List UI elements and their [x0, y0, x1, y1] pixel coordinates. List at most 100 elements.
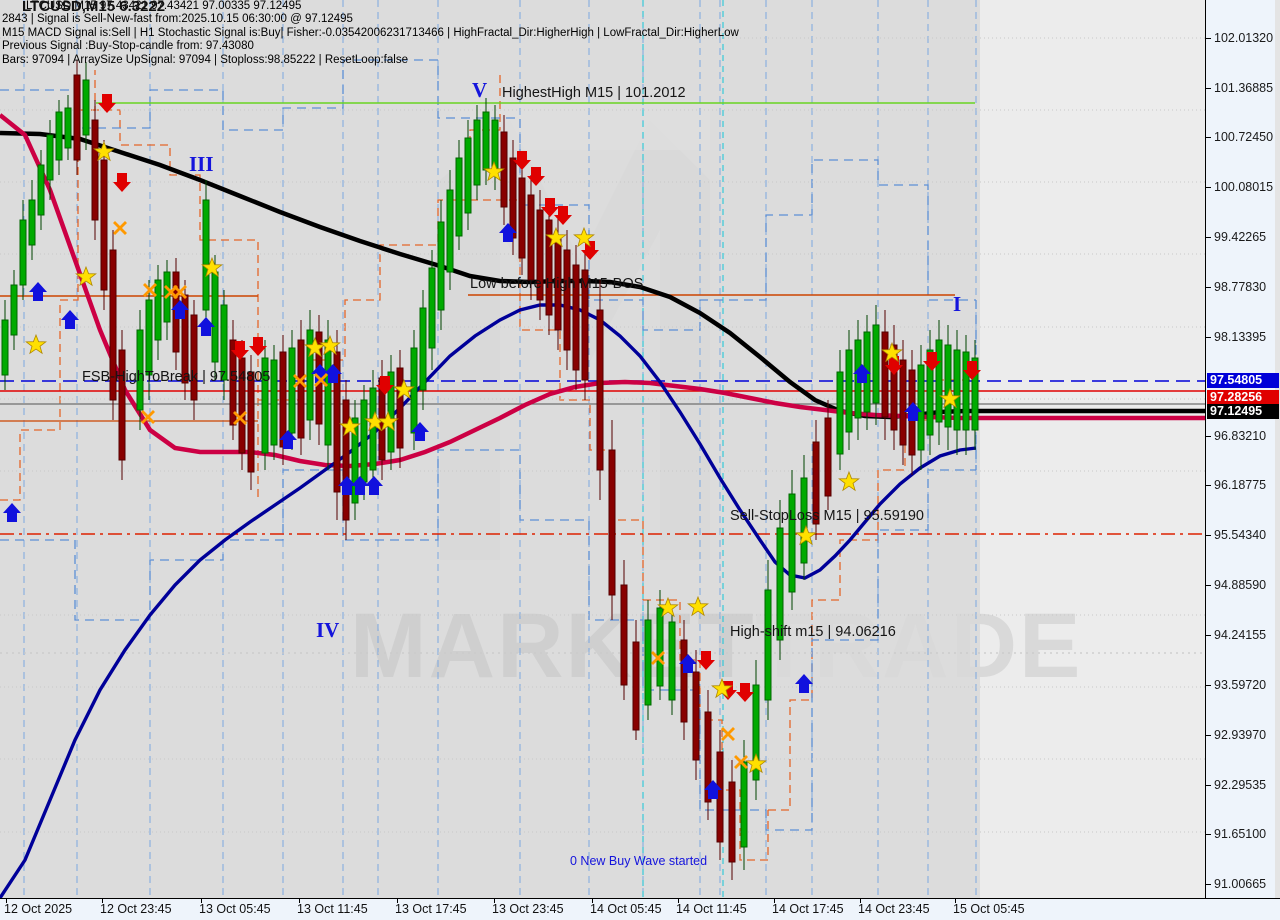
tick-mark [1206, 585, 1211, 587]
time-tick-mark-5 [494, 899, 495, 903]
sell-stoploss-label: Sell-StopLoss M15 | 95.59190 [730, 508, 925, 524]
time-tick-label-3: 13 Oct 11:45 [297, 902, 368, 916]
price-tick-13: 92.93970 [1206, 728, 1280, 742]
price-tick-label: 96.83210 [1214, 428, 1267, 443]
price-tick-label: 91.00665 [1214, 877, 1267, 891]
price-tick-label: 98.13395 [1214, 329, 1267, 344]
price-tick-label: 91.65100 [1214, 827, 1267, 842]
info-line-1: LTCUSD,M15 97.43421 97.43421 97.00335 97… [26, 0, 302, 12]
price-tick-label: 99.42265 [1214, 230, 1267, 245]
price-tick-10: 94.88590 [1206, 578, 1280, 592]
time-tick-mark-2 [201, 899, 202, 903]
price-tick-label: 100.72450 [1214, 130, 1274, 145]
price-tick-label: 96.18775 [1214, 478, 1267, 493]
time-tick-label-7: 14 Oct 11:45 [676, 902, 747, 916]
sell-arrow-markers [98, 94, 981, 702]
star-markers [25, 141, 961, 773]
time-tick-mark-4 [397, 899, 398, 903]
price-tick-label: 93.59720 [1214, 677, 1267, 692]
tick-mark [1206, 884, 1211, 885]
tick-mark [1206, 535, 1211, 537]
time-tick-mark-8 [774, 899, 775, 903]
price-tick-label: 100.08015 [1214, 179, 1274, 194]
price-tick-3: 100.08015 [1206, 180, 1280, 194]
price-tick-2: 100.72450 [1206, 130, 1280, 144]
price-tick-5: 98.77830 [1206, 280, 1280, 294]
time-tick-label-10: 15 Oct 05:45 [953, 902, 1025, 916]
vertical-scrollbar[interactable] [1275, 0, 1280, 898]
tick-mark [1206, 485, 1211, 487]
price-tick-12: 93.59720 [1206, 678, 1280, 692]
wave-marker-iv: IV [316, 618, 340, 642]
info-line-4: Previous Signal :Buy-Stop-candle from: 9… [2, 40, 254, 53]
tick-mark [1206, 336, 1211, 338]
tick-mark [1206, 237, 1211, 239]
price-label-ask[interactable]: 97.28256 [1207, 390, 1279, 405]
price-tick-8: 96.18775 [1206, 478, 1280, 492]
tick-mark [1206, 186, 1211, 188]
info-line-3: M15 MACD Signal is:Sell | H1 Stochastic … [2, 26, 739, 39]
price-tick-16: 91.00665 [1206, 877, 1280, 891]
info-line-2: 2843 | Signal is Sell-New-fast from:2025… [2, 13, 353, 26]
price-tick-4: 99.42265 [1206, 230, 1280, 244]
time-tick-mark-1 [102, 899, 103, 903]
tick-mark [1206, 435, 1211, 437]
price-tick-11: 94.24155 [1206, 628, 1280, 642]
wave-marker-v: V [472, 78, 488, 102]
price-tick-label: 101.36885 [1214, 80, 1274, 95]
time-tick-label-5: 13 Oct 23:45 [492, 902, 564, 916]
tick-mark [1206, 87, 1211, 89]
highest-high-label: HighestHigh M15 | 101.2012 [502, 85, 686, 101]
time-tick-label-0: 12 Oct 2025 [4, 902, 73, 916]
price-tick-label: 92.29535 [1214, 777, 1267, 792]
price-axis[interactable]: 102.01320 101.36885 100.72450 100.08015 99.4… [1205, 0, 1280, 898]
price-label-last[interactable]: 97.12495 [1207, 404, 1279, 419]
time-tick-label-9: 14 Oct 23:45 [858, 902, 930, 916]
price-tick-label: 95.54340 [1214, 528, 1267, 543]
cross-markers [113, 221, 748, 769]
price-tick-1: 101.36885 [1206, 81, 1280, 95]
tick-mark [1206, 635, 1211, 637]
chart-grid-and-lines-layer [0, 0, 1205, 898]
tick-mark [1206, 735, 1211, 737]
price-label-bid[interactable]: 97.54805 [1207, 373, 1279, 388]
tick-mark [1206, 684, 1211, 686]
low-before-high-label: Low before High M15-BOS [470, 276, 644, 292]
tick-mark [1206, 834, 1211, 836]
chart-info-header: LTCUSD,M15 97.43421 97.43421 97.00335 97… [2, 0, 739, 67]
cyan-markers [642, 0, 724, 898]
tick-mark [1206, 784, 1211, 786]
time-tick-label-2: 13 Oct 05:45 [199, 902, 271, 916]
time-tick-mark-9 [860, 899, 861, 903]
price-tick-15: 91.65100 [1206, 827, 1280, 841]
tick-mark [1206, 137, 1211, 139]
time-tick-label-8: 14 Oct 17:45 [772, 902, 844, 916]
price-tick-7: 96.83210 [1206, 429, 1280, 443]
tick-mark [1206, 286, 1211, 288]
time-tick-mark-0 [6, 899, 7, 903]
time-tick-label-6: 14 Oct 05:45 [590, 902, 662, 916]
chart-plot-area[interactable]: MARKETTRADE [0, 0, 1205, 898]
new-buy-wave-label: 0 New Buy Wave started [570, 854, 708, 868]
price-tick-6: 98.13395 [1206, 330, 1280, 344]
ma-crimson-line [0, 113, 1205, 469]
high-shift-label: High-shift m15 | 94.06216 [730, 624, 896, 640]
price-tick-label: 98.77830 [1214, 279, 1267, 294]
time-axis[interactable]: 12 Oct 2025 12 Oct 23:45 13 Oct 05:45 13 Oc… [0, 898, 1280, 920]
price-tick-label: 92.93970 [1214, 728, 1267, 743]
price-tick-label: 102.01320 [1214, 31, 1274, 45]
price-tick-label: 94.24155 [1214, 628, 1267, 643]
time-tick-mark-10 [955, 899, 956, 903]
price-tick-9: 95.54340 [1206, 528, 1280, 542]
price-tick-14: 92.29535 [1206, 778, 1280, 792]
info-line-5: Bars: 97094 | ArraySize UpSignal: 97094 … [2, 53, 408, 66]
chart-title-overlay: LTCUSD,M15 6.3222 [22, 0, 166, 15]
time-tick-label-1: 12 Oct 23:45 [100, 902, 172, 916]
price-tick-0: 102.01320 [1206, 31, 1280, 45]
wave-marker-i: I [953, 292, 962, 316]
price-tick-label: 94.88590 [1214, 578, 1267, 593]
wave-marker-iii: III [189, 152, 214, 176]
time-tick-mark-7 [678, 899, 679, 903]
signal-markers-layer [3, 94, 981, 799]
